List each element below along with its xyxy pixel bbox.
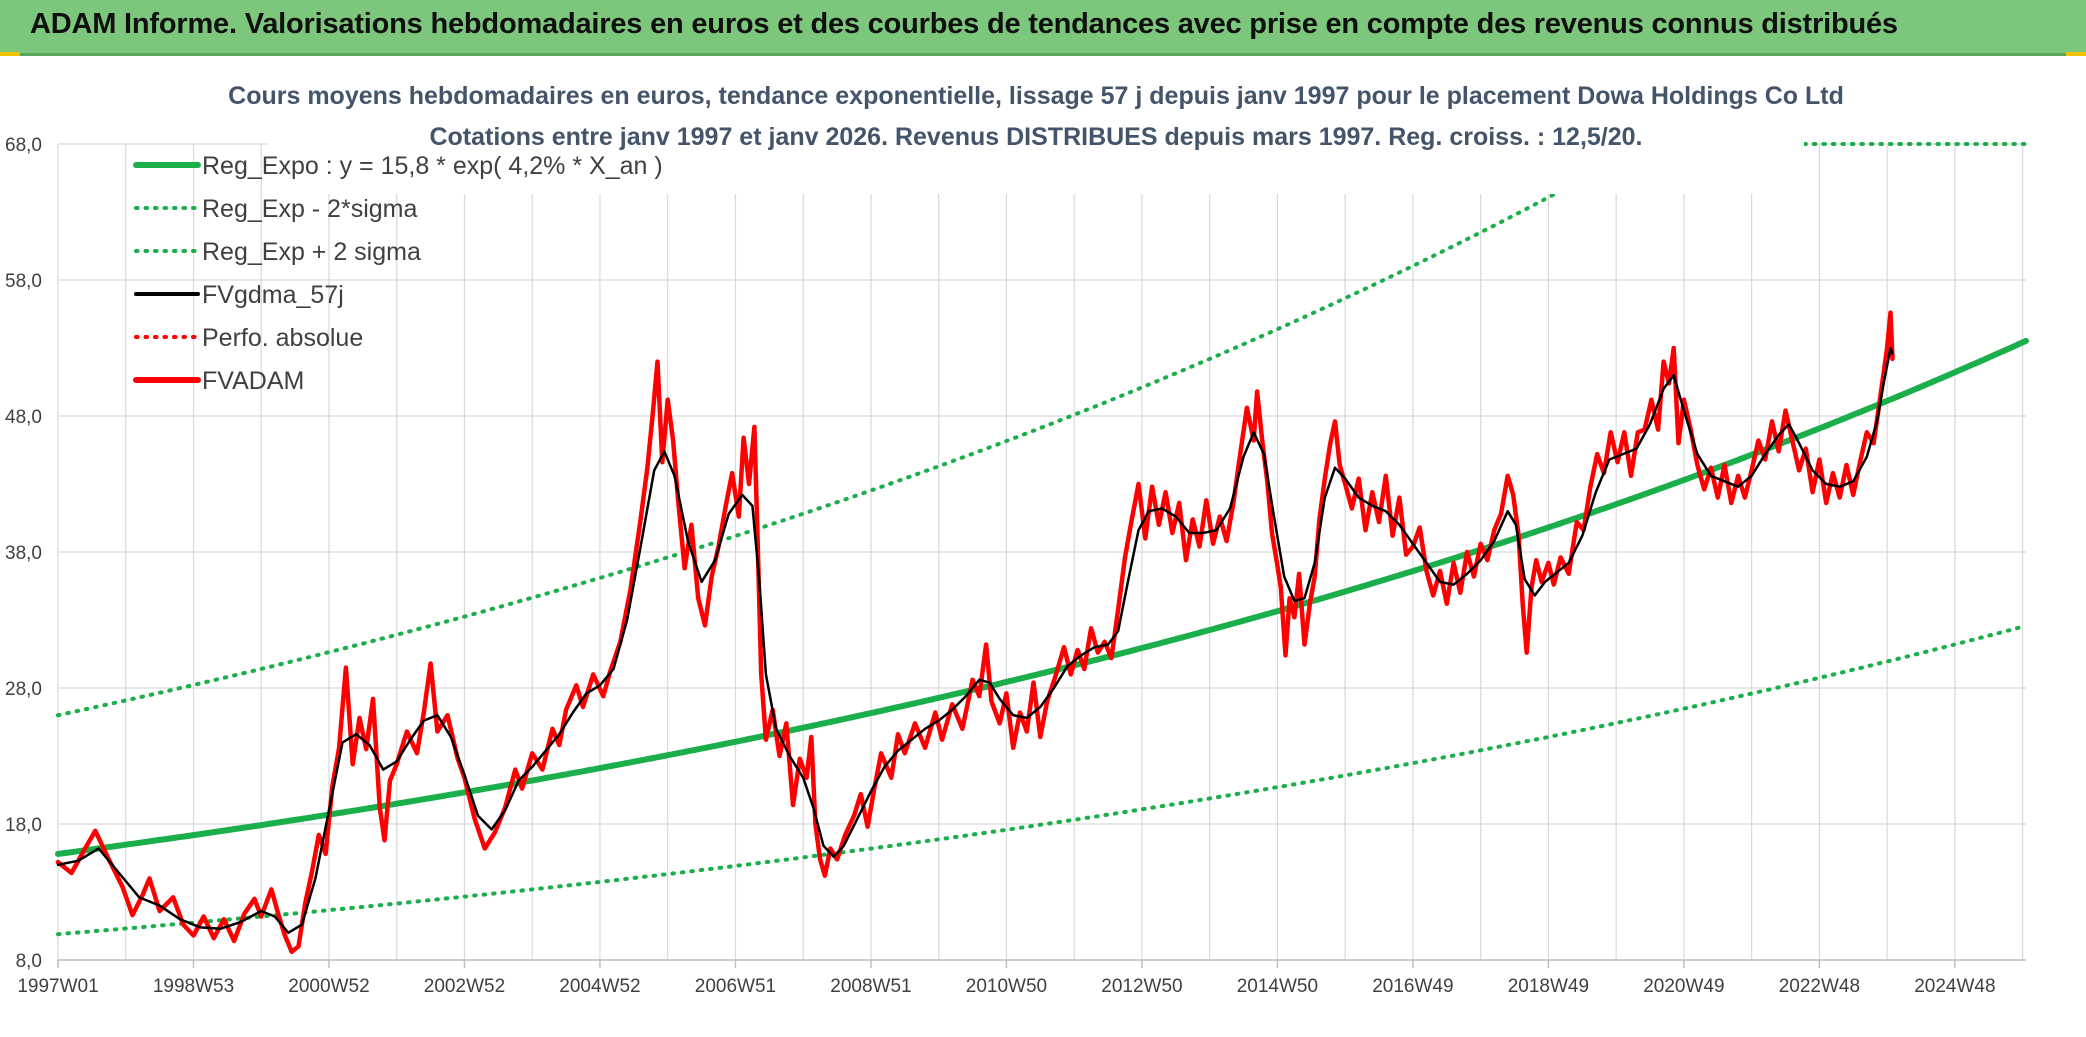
x-tick-label: 2016W49: [1372, 976, 1453, 997]
legend-label: FVgdma_57j: [202, 281, 344, 309]
legend-label: FVADAM: [202, 367, 304, 395]
corner-mark-left: [0, 52, 20, 59]
legend-label: Reg_Expo : y = 15,8 * exp( 4,2% * X_an ): [202, 152, 663, 180]
legend-label: Perfo. absolue: [202, 324, 363, 352]
x-tick-label: 2014W50: [1237, 976, 1318, 997]
report-title: ADAM Informe. Valorisations hebdomadaire…: [30, 8, 1898, 40]
x-tick-label: 2006W51: [695, 976, 776, 997]
x-tick-label: 1998W53: [153, 976, 234, 997]
x-tick-label: 2022W48: [1779, 976, 1860, 997]
legend-label: Reg_Exp + 2 sigma: [202, 238, 421, 266]
x-tick-label: 2010W50: [966, 976, 1047, 997]
y-tick-label: 38,0: [5, 543, 42, 564]
corner-mark-right: [2066, 52, 2086, 59]
series-reg-minus-2sigma: [56, 623, 2028, 937]
x-tick-label: 2012W50: [1101, 976, 1182, 997]
legend: Reg_Expo : y = 15,8 * exp( 4,2% * X_an )…: [133, 152, 663, 395]
y-tick-label: 58,0: [5, 271, 42, 292]
y-tick-label: 18,0: [5, 815, 42, 836]
y-tick-label: 28,0: [5, 679, 42, 700]
x-tick-label: 2008W51: [830, 976, 911, 997]
x-tick-label: 2000W52: [288, 976, 369, 997]
x-tick-label: 2018W49: [1508, 976, 1589, 997]
y-axis: 8,0 18,0 28,0 38,0 48,0 58,0 68,0: [5, 135, 42, 972]
report-header-bar: ADAM Informe. Valorisations hebdomadaire…: [0, 0, 2086, 56]
x-tick-label: 1997W01: [17, 976, 98, 997]
chart-area: Cours moyens hebdomadaires en euros, ten…: [0, 56, 2086, 1037]
x-tick-label: 2002W52: [424, 976, 505, 997]
series-fvgdma-57j: [56, 346, 1894, 935]
y-tick-label: 8,0: [16, 951, 42, 972]
x-tick-label: 2024W48: [1914, 976, 1995, 997]
y-tick-label: 48,0: [5, 407, 42, 428]
x-tick-label: 2004W52: [559, 976, 640, 997]
chart-subtitle: Cotations entre janv 1997 et janv 2026. …: [429, 123, 1642, 151]
x-tick-label: 2020W49: [1643, 976, 1724, 997]
y-tick-label: 68,0: [5, 135, 42, 156]
x-axis: 1997W01 1998W53 2000W52 2002W52 2004W52 2006W…: [17, 959, 2026, 997]
chart-title: Cours moyens hebdomadaires en euros, ten…: [228, 82, 1844, 110]
chart-background: [0, 56, 2086, 1037]
title-backdrop: [268, 84, 1804, 194]
series-layer: [55, 142, 2029, 955]
legend-label: Reg_Exp - 2*sigma: [202, 195, 417, 223]
